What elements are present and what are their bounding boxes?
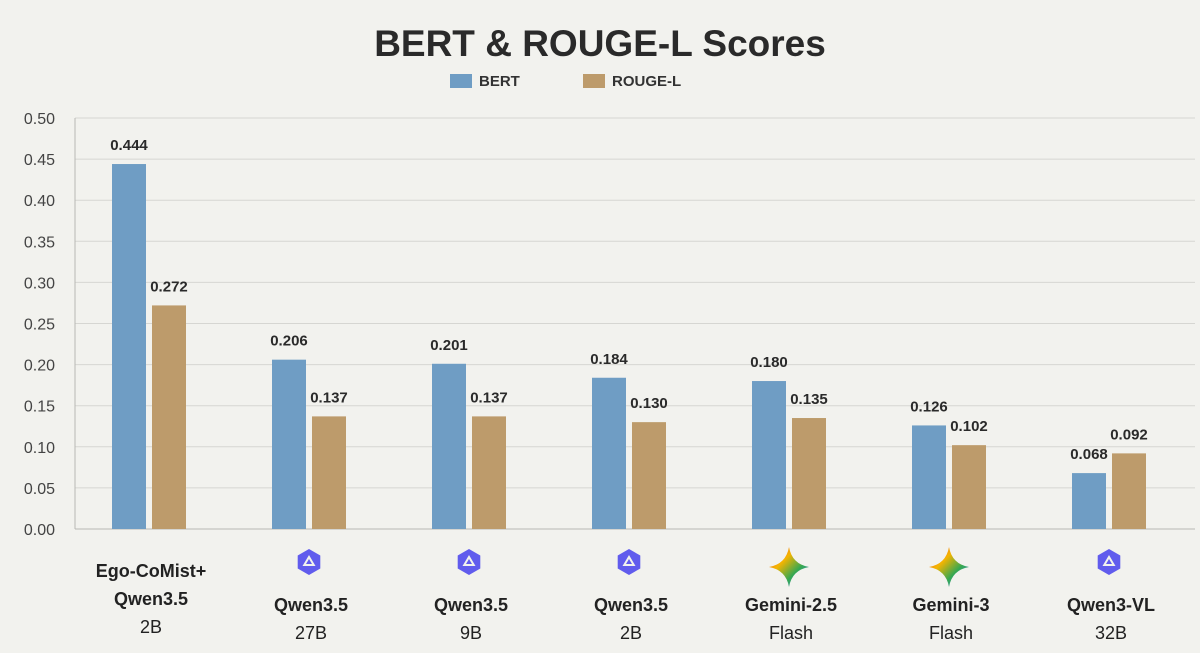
y-tick-label: 0.35	[24, 234, 55, 251]
data-label-rouge-l: 0.130	[630, 395, 668, 412]
data-label-rouge-l: 0.272	[150, 278, 188, 295]
y-tick-label: 0.25	[24, 317, 55, 334]
chart-title: BERT & ROUGE-L Scores	[374, 23, 826, 64]
data-label-rouge-l: 0.102	[950, 418, 988, 435]
qwen-logo-icon	[1097, 549, 1121, 575]
data-label-bert: 0.180	[750, 354, 788, 371]
gemini-logo-icon	[929, 547, 969, 587]
bar-bert	[112, 164, 146, 530]
y-tick-label: 0.00	[24, 522, 55, 539]
x-category-sublabel: 9B	[460, 623, 482, 643]
legend-swatch-rouge-l	[583, 74, 605, 88]
bar-rouge-l	[472, 416, 506, 529]
bar-rouge-l	[952, 445, 986, 529]
x-category-label: Qwen3.5	[434, 595, 508, 615]
y-tick-label: 0.15	[24, 399, 55, 416]
x-category-label: Qwen3.5	[274, 595, 348, 615]
y-axis: 0.00 0.05 0.10 0.15 0.20 0.25 0.30 0.35 0.40 0.45…	[24, 111, 1195, 539]
data-label-bert: 0.444	[110, 137, 148, 154]
data-label-rouge-l: 0.135	[790, 391, 828, 408]
x-category-sublabel: 2B	[620, 623, 642, 643]
data-label-rouge-l: 0.137	[310, 389, 348, 406]
y-tick-label: 0.40	[24, 193, 55, 210]
data-label-bert: 0.206	[270, 333, 308, 350]
data-label-bert: 0.068	[1070, 446, 1108, 463]
x-category-sublabel: 2B	[140, 617, 162, 637]
data-label-bert: 0.126	[910, 398, 948, 415]
y-tick-label: 0.10	[24, 440, 55, 457]
y-tick-label: 0.50	[24, 111, 55, 128]
y-tick-label: 0.20	[24, 358, 55, 375]
y-tick-label: 0.45	[24, 152, 55, 169]
gemini-logo-icon	[769, 547, 809, 587]
x-category-sublabel: 27B	[295, 623, 327, 643]
legend-label-bert: BERT	[479, 73, 520, 90]
bar-bert	[272, 359, 306, 529]
bar-rouge-l	[312, 416, 346, 529]
bar-bert	[752, 381, 786, 529]
data-label-bert: 0.184	[590, 351, 628, 368]
x-category-label: Qwen3.5	[594, 595, 668, 615]
data-label-rouge-l: 0.137	[470, 389, 508, 406]
data-label-bert: 0.201	[430, 337, 468, 354]
data-labels: 0.444 0.272 0.206 0.137 0.201 0.137 0.184 0.130…	[110, 137, 1148, 463]
bar-rouge-l	[792, 418, 826, 529]
data-label-rouge-l: 0.092	[1110, 426, 1148, 443]
bar-rouge-l	[152, 305, 186, 529]
x-category-sublabel: Flash	[769, 623, 813, 643]
legend-label-rouge-l: ROUGE-L	[612, 73, 681, 90]
bar-bert	[1072, 473, 1106, 529]
y-tick-label: 0.05	[24, 481, 55, 498]
x-axis: Ego-CoMist+ Qwen3.5 2B Qwen3.5 27B Qwen3.5 9B Q…	[96, 547, 1155, 643]
bar-rouge-l	[1112, 453, 1146, 529]
x-category-sublabel: Flash	[929, 623, 973, 643]
x-category-sublabel: 32B	[1095, 623, 1127, 643]
legend: BERT ROUGE-L	[450, 73, 681, 90]
x-category-label: Gemini-3	[912, 595, 989, 615]
qwen-logo-icon	[457, 549, 481, 575]
qwen-logo-icon	[297, 549, 321, 575]
legend-swatch-bert	[450, 74, 472, 88]
x-category-label: Qwen3.5	[114, 589, 188, 609]
y-tick-label: 0.30	[24, 275, 55, 292]
bar-bert	[592, 377, 626, 529]
qwen-logo-icon	[617, 549, 641, 575]
bars	[112, 164, 1146, 530]
bar-bert	[432, 363, 466, 529]
x-category-label: Qwen3-VL	[1067, 595, 1155, 615]
bar-rouge-l	[632, 422, 666, 529]
gridlines	[75, 117, 1195, 530]
x-category-label: Ego-CoMist+	[96, 561, 207, 581]
bar-bert	[912, 425, 946, 529]
x-category-label: Gemini-2.5	[745, 595, 837, 615]
